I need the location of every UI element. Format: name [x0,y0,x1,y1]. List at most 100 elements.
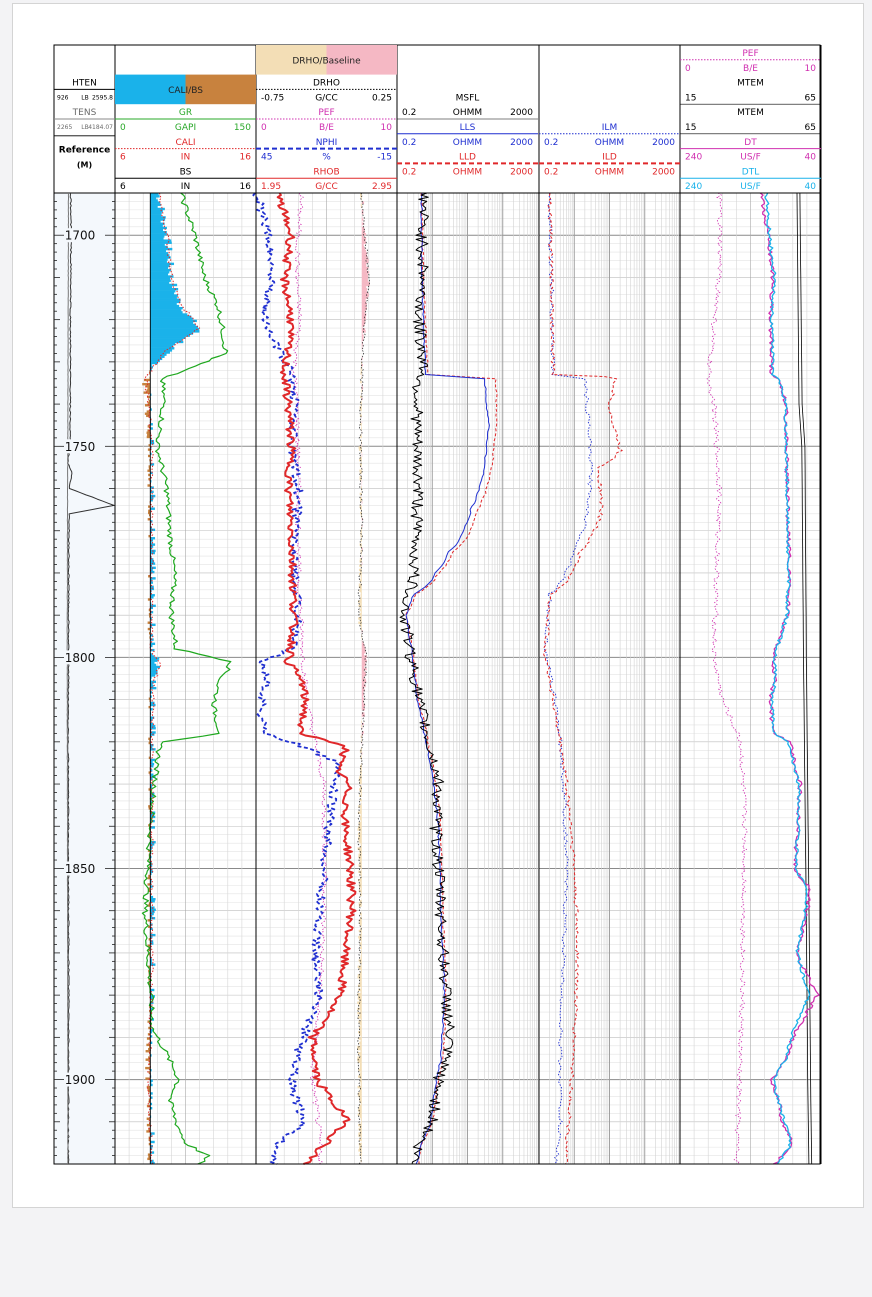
drho-negative-fill [360,625,362,629]
drho-positive-fill [361,304,367,308]
drho-positive-fill [361,334,364,337]
drho-positive-fill [361,640,363,643]
drho-positive-fill [361,680,367,684]
track-3-header: MSFL 0.2 OHMM 2000 LLS 0.2 OHMM 2000 LLD 0.2 OHMM 2… [397,93,538,177]
washout-fill [150,642,156,646]
washout-fill [150,266,169,270]
drho-positive-fill [361,714,365,717]
drho-negative-fill [359,475,362,479]
fill-legend-left [115,74,186,105]
mudcake-fill [149,636,151,639]
drho-negative-fill [359,781,362,785]
drho-negative-fill [358,936,362,939]
washout-fill [150,334,190,337]
drho-negative-fill [360,957,362,960]
washout-fill [150,262,175,266]
tens-max: 4184.07 [88,124,113,131]
hten-label: HTEN [72,79,97,89]
curve-name-pef: PEF [318,108,334,118]
nphi-curve [252,192,341,1165]
drho-positive-fill [361,233,367,236]
drho-negative-fill [360,370,362,373]
track-1-header: CALI/BS GR 0 GAPI 150 CALI 6 IN 16 BS 6 IN 16 [115,74,256,192]
drho-negative-fill [357,1045,362,1049]
scale-min: 15 [685,93,696,103]
mudcake-fill [148,902,151,905]
drho-negative-fill [360,1071,362,1074]
washout-fill [150,957,152,960]
scale-min: 45 [261,153,272,163]
washout-fill [150,195,160,198]
drho-negative-fill [359,978,362,981]
drho-negative-fill [359,933,362,937]
track-3-grid [396,192,539,1165]
drho-negative-fill [360,792,362,795]
drho-negative-fill [357,847,362,850]
depth-label: 1900 [65,1073,96,1087]
rhob-curve [276,192,357,1165]
washout-fill [150,233,167,236]
washout-fill [150,355,165,358]
washout-fill [150,908,156,911]
mudcake-fill [148,1090,151,1093]
washout-fill [150,290,176,293]
drho-positive-fill [361,266,369,270]
washout-fill [150,287,179,291]
depth-label-bg [66,1072,94,1087]
mudcake-fill [148,1113,151,1116]
scale-max: 16 [240,153,252,163]
washout-fill [150,214,162,217]
curve-name-nphi: NPHI [316,138,338,148]
mudcake-fill [147,387,151,390]
drho-positive-fill [361,247,366,251]
tens-min: 2265 [57,124,72,131]
drho-negative-fill [359,775,362,779]
washout-fill [150,254,170,257]
scale-max: -15 [377,153,392,163]
washout-fill [150,249,167,253]
drho-negative-fill [357,811,362,814]
drho-negative-fill [359,1138,362,1142]
mudcake-fill [147,469,151,472]
drho-negative-fill [359,1041,362,1044]
mudcake-fill [148,613,151,616]
drho-negative-fill [360,513,362,517]
drho-negative-fill [360,891,362,895]
scale-unit: B/E [743,64,758,74]
drho-negative-fill [360,570,362,574]
washout-fill [150,273,169,276]
mudcake-fill [149,739,151,743]
drho-negative-fill [359,564,362,567]
drho-positive-fill [361,294,369,297]
drho-negative-fill [360,969,362,973]
drho-negative-fill [357,993,362,996]
drho-negative-fill [360,1117,362,1120]
mudcake-fill [147,925,151,928]
mudcake-fill [148,807,151,810]
scale-min: 0.2 [402,167,416,177]
scale-unit: OHMM [453,108,482,118]
drho-negative-fill [358,902,362,905]
scale-unit: G/CC [315,182,338,192]
drho-negative-fill [357,1007,362,1011]
drho-negative-fill [360,1077,362,1080]
scale-max: 2000 [510,167,533,177]
drho-positive-fill [361,209,364,213]
mudcake-fill [148,938,151,941]
washout-fill [150,777,153,781]
washout-fill [150,321,194,325]
mudcake-fill [147,598,151,601]
drho-negative-fill [360,1039,362,1042]
washout-fill [150,211,162,215]
drho-negative-fill [361,465,362,468]
drho-positive-fill [361,319,366,323]
mudcake-fill [145,385,151,388]
drho-negative-fill [360,610,362,614]
drho-negative-fill [360,1018,362,1021]
drho-positive-fill [361,684,366,688]
mudcake-fill [148,1026,151,1030]
washout-fill [150,1147,153,1150]
drho-negative-fill [359,1022,362,1025]
drho-negative-fill [360,193,362,196]
drho-negative-fill [357,826,362,829]
